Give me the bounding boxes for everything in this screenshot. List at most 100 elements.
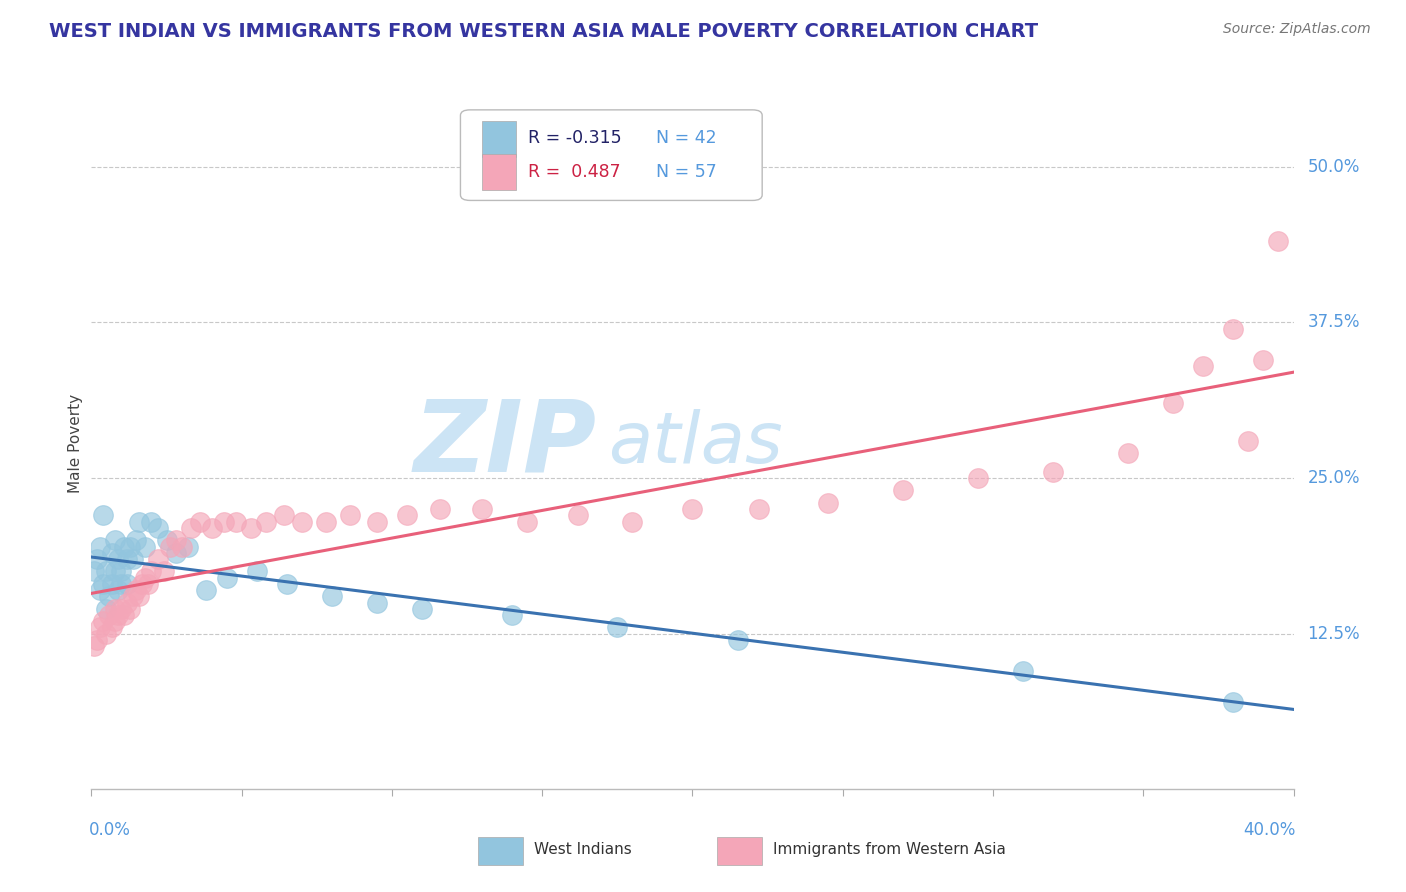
Point bbox=[1237, 434, 1260, 448]
Point bbox=[273, 508, 295, 523]
Point bbox=[471, 502, 494, 516]
Text: 50.0%: 50.0% bbox=[1308, 158, 1360, 176]
Point bbox=[817, 496, 839, 510]
Point bbox=[98, 590, 121, 604]
Point bbox=[155, 533, 177, 548]
Text: N = 42: N = 42 bbox=[657, 129, 717, 147]
Point bbox=[89, 540, 111, 554]
Point bbox=[339, 508, 361, 523]
Text: 0.0%: 0.0% bbox=[89, 821, 131, 838]
Point bbox=[141, 565, 163, 579]
Point bbox=[117, 577, 139, 591]
Point bbox=[107, 608, 129, 623]
Point bbox=[93, 577, 115, 591]
Point bbox=[276, 577, 298, 591]
Point bbox=[131, 577, 153, 591]
Point bbox=[96, 602, 118, 616]
Point bbox=[117, 552, 139, 566]
Point bbox=[201, 521, 224, 535]
Point bbox=[1222, 321, 1244, 335]
Point bbox=[101, 546, 124, 560]
Point bbox=[1192, 359, 1215, 373]
Point bbox=[215, 571, 238, 585]
Point bbox=[104, 565, 127, 579]
Point bbox=[429, 502, 451, 516]
Point bbox=[83, 565, 105, 579]
Point bbox=[101, 620, 124, 634]
Point bbox=[152, 565, 174, 579]
Point bbox=[395, 508, 418, 523]
Text: 12.5%: 12.5% bbox=[1308, 624, 1360, 643]
Point bbox=[104, 614, 127, 628]
Text: WEST INDIAN VS IMMIGRANTS FROM WESTERN ASIA MALE POVERTY CORRELATION CHART: WEST INDIAN VS IMMIGRANTS FROM WESTERN A… bbox=[49, 22, 1039, 41]
Point bbox=[107, 583, 129, 598]
Point bbox=[176, 540, 198, 554]
Point bbox=[1267, 235, 1289, 249]
FancyBboxPatch shape bbox=[482, 154, 516, 190]
Point bbox=[225, 515, 247, 529]
Point bbox=[107, 552, 129, 566]
Point bbox=[239, 521, 262, 535]
Point bbox=[146, 521, 169, 535]
Point bbox=[101, 577, 124, 591]
FancyBboxPatch shape bbox=[460, 110, 762, 201]
Point bbox=[120, 602, 142, 616]
Point bbox=[170, 540, 193, 554]
Point bbox=[125, 583, 148, 598]
Point bbox=[606, 620, 628, 634]
Point bbox=[165, 533, 187, 548]
Point bbox=[89, 620, 111, 634]
Point bbox=[86, 632, 108, 647]
Point bbox=[1253, 352, 1275, 367]
Point bbox=[89, 583, 111, 598]
Point bbox=[748, 502, 770, 516]
Point bbox=[104, 533, 127, 548]
Point bbox=[212, 515, 235, 529]
Point bbox=[291, 515, 314, 529]
Point bbox=[516, 515, 538, 529]
Point bbox=[188, 515, 211, 529]
Point bbox=[1116, 446, 1139, 460]
Point bbox=[165, 546, 187, 560]
Point bbox=[411, 602, 433, 616]
Point bbox=[93, 614, 115, 628]
Point bbox=[727, 632, 749, 647]
FancyBboxPatch shape bbox=[482, 121, 516, 157]
Text: R =  0.487: R = 0.487 bbox=[527, 163, 620, 181]
Text: 37.5%: 37.5% bbox=[1308, 313, 1360, 331]
Point bbox=[681, 502, 703, 516]
Point bbox=[120, 540, 142, 554]
Text: 25.0%: 25.0% bbox=[1308, 469, 1360, 487]
Text: R = -0.315: R = -0.315 bbox=[527, 129, 621, 147]
Text: N = 57: N = 57 bbox=[657, 163, 717, 181]
Text: atlas: atlas bbox=[609, 409, 783, 478]
Point bbox=[114, 608, 136, 623]
Point bbox=[501, 608, 523, 623]
Point bbox=[86, 552, 108, 566]
Point bbox=[83, 639, 105, 653]
Point bbox=[110, 565, 132, 579]
Text: Immigrants from Western Asia: Immigrants from Western Asia bbox=[773, 842, 1007, 856]
Point bbox=[967, 471, 990, 485]
Point bbox=[141, 515, 163, 529]
Point bbox=[134, 540, 156, 554]
Point bbox=[366, 515, 388, 529]
Point bbox=[93, 508, 115, 523]
Point bbox=[254, 515, 277, 529]
Text: Source: ZipAtlas.com: Source: ZipAtlas.com bbox=[1223, 22, 1371, 37]
Point bbox=[1012, 664, 1035, 678]
Text: ZIP: ZIP bbox=[413, 395, 596, 492]
Point bbox=[246, 565, 269, 579]
Point bbox=[146, 552, 169, 566]
Point bbox=[180, 521, 202, 535]
Point bbox=[125, 533, 148, 548]
Point bbox=[96, 626, 118, 640]
Point bbox=[567, 508, 589, 523]
Point bbox=[110, 602, 132, 616]
Point bbox=[1161, 396, 1184, 410]
Point bbox=[122, 552, 145, 566]
Point bbox=[194, 583, 217, 598]
Point bbox=[321, 590, 343, 604]
Text: West Indians: West Indians bbox=[534, 842, 633, 856]
Point bbox=[1042, 465, 1064, 479]
